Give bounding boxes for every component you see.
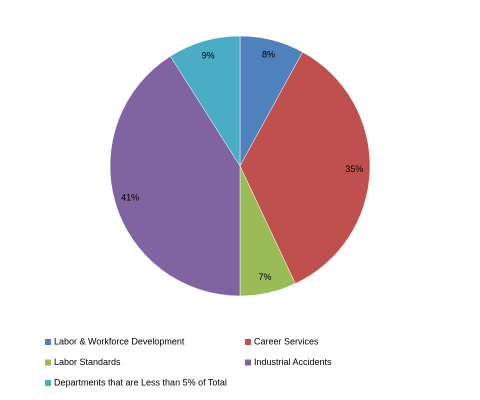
legend-label: Career Services (254, 336, 319, 346)
slice-label: 35% (345, 164, 363, 174)
pie-slice (239, 51, 371, 284)
legend-swatch (245, 339, 251, 345)
legend-label: Industrial Accidents (254, 357, 332, 367)
pie-slice (109, 55, 241, 297)
slice-label: 41% (121, 192, 139, 202)
legend-label: Departments that are Less than 5% of Tot… (54, 377, 227, 387)
legend-swatch (45, 339, 51, 345)
legend-swatch (245, 359, 251, 366)
slice-label: 8% (262, 50, 275, 60)
slice-label: 9% (202, 51, 215, 61)
legend-label: Labor Standards (54, 357, 121, 367)
pie-slice (169, 35, 241, 167)
legend-swatch (45, 380, 51, 386)
legend-label: Labor & Workforce Development (54, 336, 185, 346)
legend-swatch (45, 359, 51, 366)
slice-label: 7% (258, 272, 271, 282)
